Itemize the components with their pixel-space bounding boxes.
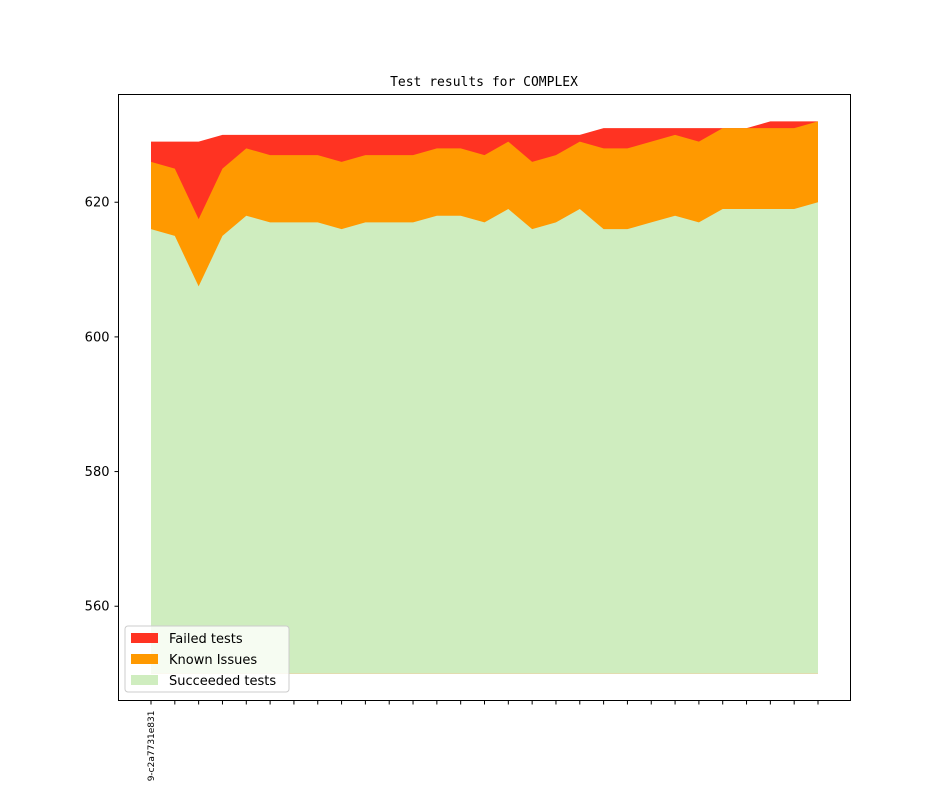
x-tick-label: 9-c2a7731e831 — [147, 711, 157, 782]
legend-swatch-known — [131, 654, 158, 664]
area-succeeded-tests — [151, 202, 818, 674]
area-layers — [151, 121, 818, 674]
legend-label-known: Known Issues — [169, 653, 257, 668]
y-tick-label: 620 — [85, 196, 110, 211]
legend-label-failed: Failed tests — [169, 632, 243, 647]
legend-label-succeeded: Succeeded tests — [169, 674, 276, 689]
y-tick-label: 600 — [85, 330, 110, 345]
y-tick-label: 580 — [85, 465, 110, 480]
chart-title: Test results for COMPLEX — [390, 75, 578, 90]
legend-swatch-succeeded — [131, 675, 158, 685]
x-axis: 9-c2a7731e831 — [147, 700, 819, 782]
legend-swatch-failed — [131, 633, 158, 643]
y-tick-label: 560 — [85, 600, 110, 615]
legend-box — [124, 625, 290, 693]
legend: Failed tests Known Issues Succeeded test… — [124, 625, 290, 693]
y-axis: 560 580 600 620 — [85, 196, 119, 615]
